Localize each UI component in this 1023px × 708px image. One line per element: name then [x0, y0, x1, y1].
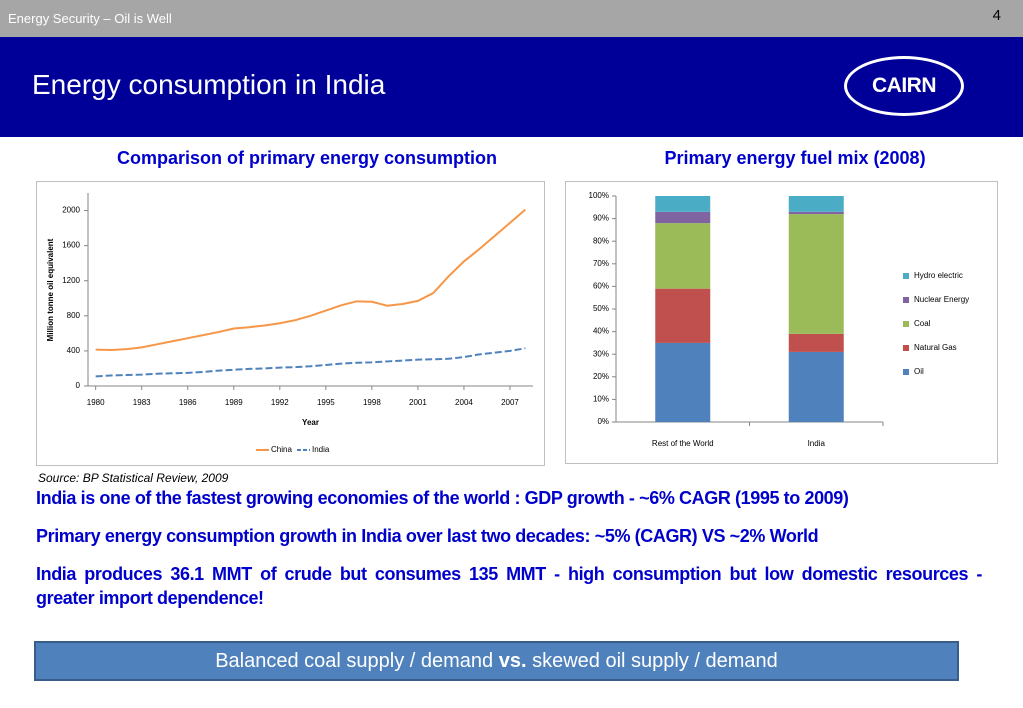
legend-label: Natural Gas: [914, 343, 957, 352]
y-tick-label: 50%: [593, 304, 609, 313]
bar-segment: [655, 288, 711, 343]
banner: Balanced coal supply / demand vs. skewed…: [34, 641, 959, 681]
x-tick-label: 2004: [455, 398, 473, 407]
page-number: 4: [992, 7, 1001, 24]
legend-swatch: [903, 369, 909, 375]
line-chart: 0 400 800 1200 1600 2000 1980 1983 1986 1989 1992 1…: [36, 181, 545, 466]
legend-label: Coal: [914, 319, 931, 328]
chart-title: Primary energy fuel mix (2008): [664, 148, 926, 168]
x-tick-label: 1992: [271, 398, 289, 407]
y-tick-label: 70%: [593, 259, 609, 268]
legend-label: China: [271, 445, 292, 454]
x-tick-label: 2001: [409, 398, 427, 407]
x-axis-label: Year: [302, 418, 319, 427]
x-tick-label: India: [808, 439, 826, 448]
legend-label: Nuclear Energy: [914, 295, 969, 304]
bar-segment: [788, 196, 844, 212]
y-tick-label: 60%: [593, 282, 609, 291]
slide-title: Energy consumption in India: [32, 69, 386, 100]
y-tick-label: 400: [67, 346, 81, 355]
legend-label: India: [312, 445, 330, 454]
y-tick-label: 10%: [593, 395, 609, 404]
bar-segment: [788, 351, 844, 422]
bar-segment: [788, 211, 844, 215]
banner-text: vs.: [498, 650, 527, 672]
y-tick-label: 20%: [593, 372, 609, 381]
bar-segment: [655, 211, 711, 224]
legend-label: Oil: [914, 367, 924, 376]
bar-chart: 0% 10% 20% 30% 40% 50% 60% 70% 80% 90% 100% Rest of…: [565, 181, 998, 464]
logo: CAIRN: [844, 56, 964, 116]
x-tick-label: 1986: [179, 398, 197, 407]
legend-swatch: [903, 273, 909, 279]
bar-segment: [788, 333, 844, 352]
y-tick-label: 2000: [62, 206, 80, 215]
bullet: India produces 36.1 MMT of crude but con…: [36, 564, 982, 608]
legend-swatch: [903, 345, 909, 351]
y-tick-label: 0%: [597, 417, 609, 426]
y-tick-label: 30%: [593, 349, 609, 358]
chart-title: Comparison of primary energy consumption: [116, 148, 498, 168]
y-tick-label: 40%: [593, 327, 609, 336]
bar-segment: [655, 223, 711, 289]
y-tick-label: 0: [76, 381, 81, 390]
top-bar: [0, 0, 1023, 37]
y-tick-label: 100%: [589, 191, 609, 200]
source-note: Source: BP Statistical Review, 2009: [38, 471, 229, 485]
x-tick-label: 1998: [363, 398, 381, 407]
section-label: Energy Security – Oil is Well: [8, 11, 172, 26]
x-tick-label: 1995: [317, 398, 335, 407]
x-tick-label: 1980: [87, 398, 105, 407]
y-tick-label: 1200: [62, 276, 80, 285]
legend-swatch: [903, 321, 909, 327]
y-axis-label: Million tonne oil equivalent: [46, 238, 55, 341]
x-tick-label: 2007: [501, 398, 519, 407]
legend-label: Hydro electric: [914, 271, 963, 280]
x-tick-label: 1983: [133, 398, 151, 407]
banner-text: skewed oil supply / demand: [526, 650, 778, 672]
bullet: India is one of the fastest growing econ…: [36, 488, 849, 508]
bar-segment: [655, 342, 711, 422]
bar-segment: [788, 214, 844, 334]
bullet: Primary energy consumption growth in Ind…: [36, 526, 819, 546]
y-tick-label: 1600: [62, 241, 80, 250]
series-line: [95, 347, 526, 378]
y-tick-label: 90%: [593, 214, 609, 223]
legend-swatch: [903, 297, 909, 303]
x-tick-label: Rest of the World: [652, 439, 714, 448]
y-tick-label: 800: [67, 311, 81, 320]
series-line: [95, 208, 526, 352]
bar-segment: [655, 196, 711, 212]
banner-text: Balanced coal supply / demand: [215, 650, 499, 672]
y-tick-label: 80%: [593, 236, 609, 245]
x-tick-label: 1989: [225, 398, 243, 407]
